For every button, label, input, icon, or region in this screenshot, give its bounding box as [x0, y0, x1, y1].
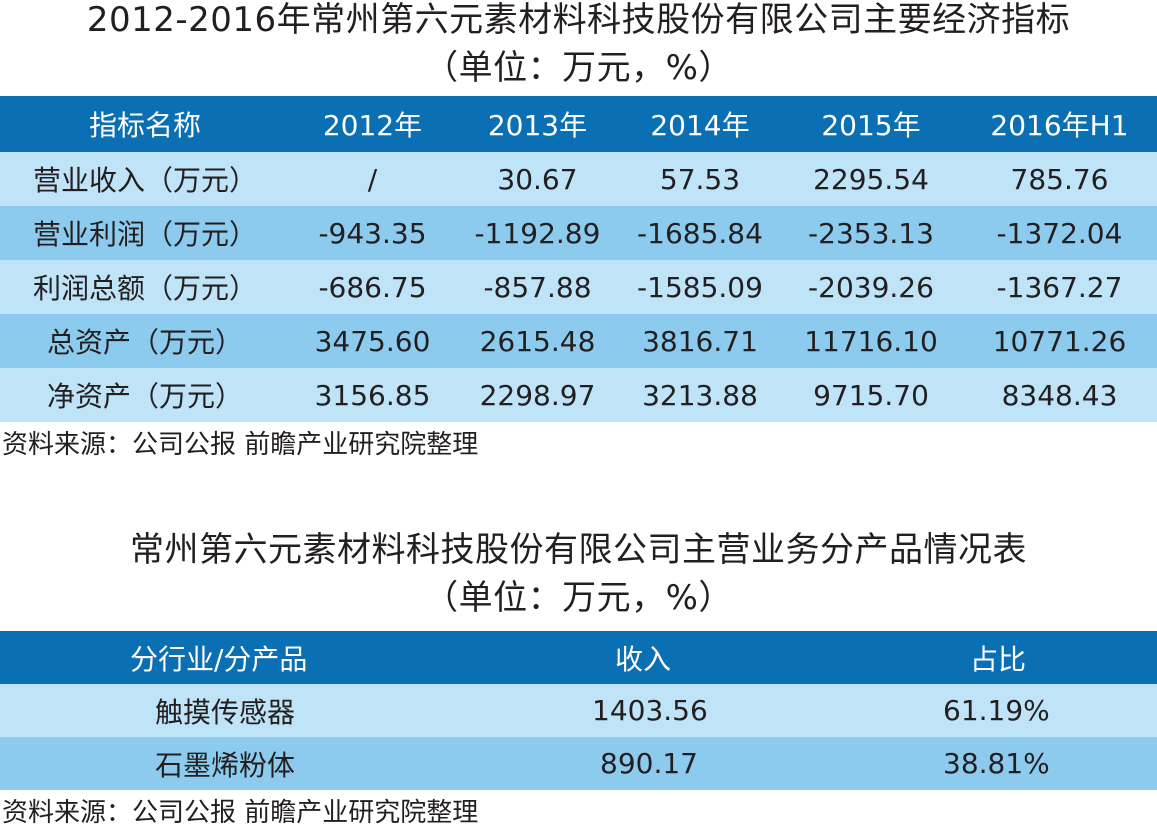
table-cell: 1403.56 — [455, 684, 835, 737]
table-row: 触摸传感器 1403.56 61.19% — [0, 684, 1157, 737]
table-cell: -1367.27 — [962, 260, 1157, 314]
table1-source: 资料来源：公司公报 前瞻产业研究院整理 — [2, 430, 479, 460]
table-cell: 11716.10 — [780, 314, 962, 368]
table1-title: 2012-2016年常州第六元素材料科技股份有限公司主要经济指标 — [86, 0, 1071, 40]
row-label: 净资产（万元） — [0, 368, 290, 422]
table-cell: -1372.04 — [962, 206, 1157, 260]
table2-header-row: 分行业/分产品 收入 占比 — [0, 631, 1157, 684]
table2-title: 常州第六元素材料科技股份有限公司主营业务分产品情况表 — [130, 530, 1027, 570]
table-cell: 2615.48 — [455, 314, 620, 368]
table-cell: -2039.26 — [780, 260, 962, 314]
table1-header-cell: 2013年 — [455, 96, 620, 152]
table1-header-cell: 2015年 — [780, 96, 962, 152]
table-row: 营业收入（万元） / 30.67 57.53 2295.54 785.76 — [0, 152, 1157, 206]
table-cell: 8348.43 — [962, 368, 1157, 422]
table-cell: 890.17 — [455, 737, 835, 790]
table1-header-cell: 2012年 — [290, 96, 455, 152]
table-cell: 30.67 — [455, 152, 620, 206]
table1-header-cell: 2014年 — [620, 96, 780, 152]
table-row: 利润总额（万元） -686.75 -857.88 -1585.09 -2039.… — [0, 260, 1157, 314]
table-cell: 3816.71 — [620, 314, 780, 368]
table-row: 石墨烯粉体 890.17 38.81% — [0, 737, 1157, 790]
table-cell: 785.76 — [962, 152, 1157, 206]
table-cell: 3213.88 — [620, 368, 780, 422]
table-cell: 61.19% — [835, 684, 1157, 737]
table-cell: 57.53 — [620, 152, 780, 206]
table-cell: 3475.60 — [290, 314, 455, 368]
table-cell: -857.88 — [455, 260, 620, 314]
row-label: 石墨烯粉体 — [0, 737, 455, 790]
table-row: 营业利润（万元） -943.35 -1192.89 -1685.84 -2353… — [0, 206, 1157, 260]
row-label: 利润总额（万元） — [0, 260, 290, 314]
row-label: 总资产（万元） — [0, 314, 290, 368]
table1-unit: （单位：万元，%） — [424, 48, 733, 88]
product-breakdown-table: 分行业/分产品 收入 占比 触摸传感器 1403.56 61.19% 石墨烯粉体… — [0, 631, 1157, 790]
table2-header-cell: 占比 — [835, 631, 1157, 684]
table-cell: / — [290, 152, 455, 206]
table-cell: -686.75 — [290, 260, 455, 314]
table-cell: 10771.26 — [962, 314, 1157, 368]
economic-indicators-table: 指标名称 2012年 2013年 2014年 2015年 2016年H1 营业收… — [0, 96, 1157, 422]
table-cell: 2295.54 — [780, 152, 962, 206]
table1-header-row: 指标名称 2012年 2013年 2014年 2015年 2016年H1 — [0, 96, 1157, 152]
table-row: 净资产（万元） 3156.85 2298.97 3213.88 9715.70 … — [0, 368, 1157, 422]
table-cell: 2298.97 — [455, 368, 620, 422]
table2-header-cell: 收入 — [455, 631, 835, 684]
row-label: 营业利润（万元） — [0, 206, 290, 260]
row-label: 营业收入（万元） — [0, 152, 290, 206]
table1-header-cell: 2016年H1 — [962, 96, 1157, 152]
table-cell: -943.35 — [290, 206, 455, 260]
table-cell: 9715.70 — [780, 368, 962, 422]
table2-source: 资料来源：公司公报 前瞻产业研究院整理 — [2, 798, 479, 828]
table-cell: 38.81% — [835, 737, 1157, 790]
row-label: 触摸传感器 — [0, 684, 455, 737]
table-cell: 3156.85 — [290, 368, 455, 422]
table-cell: -1585.09 — [620, 260, 780, 314]
table-row: 总资产（万元） 3475.60 2615.48 3816.71 11716.10… — [0, 314, 1157, 368]
table-cell: -2353.13 — [780, 206, 962, 260]
table1-header-cell: 指标名称 — [0, 96, 290, 152]
table-cell: -1685.84 — [620, 206, 780, 260]
table-cell: -1192.89 — [455, 206, 620, 260]
table2-unit: （单位：万元，%） — [424, 578, 733, 618]
table2-header-cell: 分行业/分产品 — [0, 631, 455, 684]
